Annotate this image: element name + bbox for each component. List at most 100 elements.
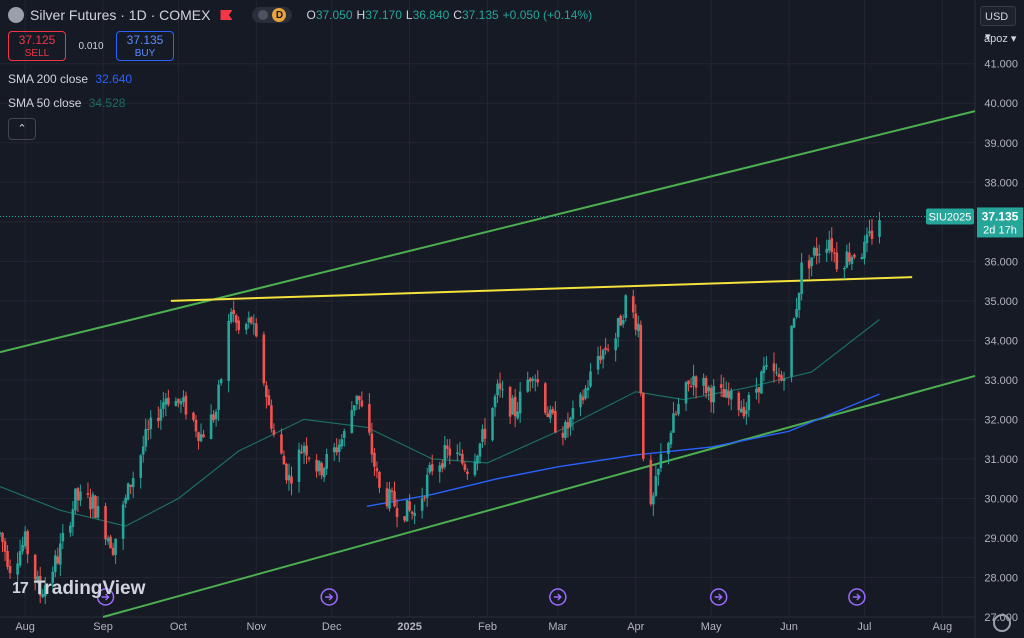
chevron-up-icon[interactable]: ⌃ [8, 118, 36, 140]
candle-body [569, 417, 572, 428]
candle-body [33, 554, 37, 580]
chart-title[interactable]: Silver Futures · 1D · COMEX [30, 7, 211, 23]
countdown-label: 2d 17h [983, 224, 1017, 236]
y-tick-label: 41.000 [984, 59, 1018, 71]
tradingview-logo-icon: 17 [12, 580, 29, 597]
candle-body [315, 459, 318, 472]
candle-body [139, 455, 143, 478]
candle-body [249, 317, 253, 324]
candle-body [586, 387, 590, 391]
y-tick-label: 40.000 [984, 98, 1018, 110]
candle-body [270, 405, 273, 429]
candle-body [649, 459, 653, 505]
candle-body [167, 397, 170, 405]
ohlc-values: O37.050 H37.170 L36.840 C37.135 +0.050 (… [306, 8, 592, 22]
event-marker-icon[interactable] [549, 588, 567, 606]
candle-body [546, 413, 550, 418]
x-tick-label: 2025 [397, 621, 421, 633]
candle-body [684, 382, 688, 404]
candle-body [458, 453, 462, 455]
symbol-label-box [926, 208, 974, 225]
candle-body [237, 320, 241, 331]
event-arrow-icon [714, 593, 723, 601]
x-tick-label: Jun [780, 621, 798, 633]
ohlc-low: L36.840 [405, 8, 450, 22]
ohlc-open: O37.050 [306, 8, 353, 22]
candle-body [581, 396, 585, 401]
candle-body [146, 429, 150, 431]
candle-body [124, 497, 127, 504]
candle-body [403, 516, 406, 521]
candle-body [775, 372, 778, 374]
candle-body [393, 491, 396, 507]
candle-body [702, 377, 705, 386]
candle-body [1, 532, 4, 542]
event-marker-icon[interactable] [96, 588, 115, 606]
candle-body [159, 408, 163, 421]
event-marker-icon[interactable] [709, 588, 728, 606]
candle-body [322, 467, 326, 478]
candle-body [96, 506, 100, 518]
candle-body [636, 323, 640, 331]
candle-body [870, 230, 874, 239]
candle-body [832, 252, 836, 254]
candle-body [202, 434, 205, 438]
candle-body [114, 538, 117, 555]
candle-body [777, 374, 781, 377]
y-tick-label: 39.000 [984, 138, 1018, 150]
silver-symbol-icon[interactable] [8, 7, 24, 23]
candle-body [827, 240, 831, 251]
sell-button[interactable]: 37.125 SELL [8, 31, 66, 61]
event-marker-icon[interactable] [848, 588, 866, 606]
candle-body [89, 497, 92, 510]
candle-body [53, 555, 57, 572]
candle-body [722, 389, 726, 398]
candle-body [461, 453, 464, 464]
currency-select[interactable]: USD ▾ [980, 6, 1016, 43]
trade-panel: 37.125 SELL 0.010 37.135 BUY [8, 31, 174, 61]
x-tick-label: Aug [933, 621, 953, 633]
candle-body [543, 383, 547, 413]
candle-body [825, 248, 829, 253]
candle-body [448, 448, 452, 456]
candle-body [297, 449, 301, 482]
scale-mode-select[interactable]: apoz ▾ [984, 33, 1017, 45]
y-tick-label: 28.000 [984, 572, 1018, 584]
sma200-legend[interactable]: SMA 200 close 32.640 [8, 72, 132, 86]
tradingview-logo[interactable]: 17 TradingView [12, 578, 145, 600]
candle-body [41, 594, 45, 598]
event-arrow-icon [852, 593, 861, 601]
candle-body [689, 385, 693, 387]
candle-body [420, 498, 424, 511]
event-marker-icon[interactable] [320, 588, 338, 606]
session-status[interactable]: D [252, 7, 293, 23]
candle-body [214, 411, 218, 420]
candle-body [493, 396, 497, 408]
x-tick-label: Feb [478, 621, 497, 633]
candle-body [549, 409, 552, 419]
flag-icon[interactable] [220, 10, 233, 20]
candle-body [672, 413, 675, 433]
candle-body [790, 325, 793, 377]
ohlc-close: C37.135 [453, 8, 499, 22]
candle-body [217, 384, 220, 410]
candle-body [244, 323, 248, 330]
candle-body [780, 375, 783, 381]
candle-body [712, 385, 715, 403]
candle-body [194, 419, 198, 432]
sma200-value: 32.640 [95, 72, 133, 86]
sma50-legend[interactable]: SMA 50 close 34.528 [8, 96, 125, 110]
candle-body [667, 442, 670, 454]
candle-body [212, 414, 215, 421]
candle-body [473, 461, 477, 475]
candle-body [501, 389, 504, 391]
candle-body [760, 371, 763, 394]
candle-body [687, 380, 690, 385]
candle-body [43, 585, 47, 597]
gear-icon[interactable] [993, 614, 1011, 632]
candle-body [443, 444, 447, 468]
candle-body [76, 488, 80, 501]
buy-button[interactable]: 37.135 BUY [116, 31, 174, 61]
candle-body [430, 464, 434, 472]
